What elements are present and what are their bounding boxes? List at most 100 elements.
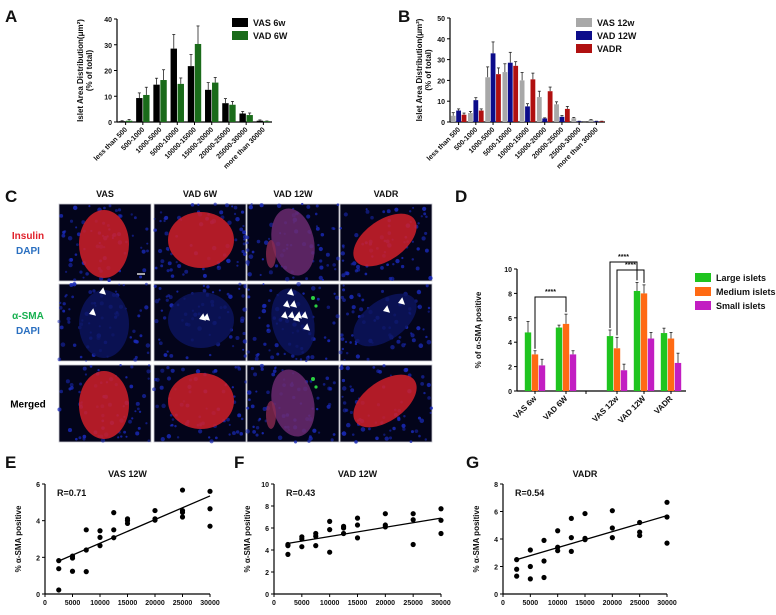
dapi-nucleus xyxy=(167,261,172,266)
dapi-nucleus xyxy=(270,355,275,360)
dapi-nucleus xyxy=(410,430,414,434)
dapi-nucleus xyxy=(242,348,245,351)
dapi-nucleus xyxy=(345,351,349,355)
dapi-nucleus xyxy=(69,257,74,262)
dapi-nucleus xyxy=(354,232,359,238)
dapi-nucleus xyxy=(315,204,319,208)
dapi-nucleus xyxy=(421,375,425,379)
dapi-nucleus xyxy=(365,209,370,214)
dapi-nucleus xyxy=(233,395,236,398)
micrograph-tile xyxy=(57,282,152,362)
dapi-nucleus xyxy=(145,227,149,231)
dapi-nucleus xyxy=(306,204,311,209)
row-label: Merged xyxy=(10,400,46,411)
dapi-nucleus xyxy=(240,417,244,421)
dapi-nucleus xyxy=(247,295,251,299)
bar xyxy=(559,116,565,122)
arrowhead-icon xyxy=(283,300,291,308)
y-tick-label: 6 xyxy=(508,316,512,323)
dapi-nucleus xyxy=(154,228,157,232)
chart-title: VAS 12W xyxy=(108,469,147,479)
data-point xyxy=(410,541,416,548)
data-point xyxy=(438,530,444,537)
dapi-nucleus xyxy=(190,203,195,207)
islet xyxy=(168,373,234,429)
dapi-nucleus xyxy=(130,213,133,216)
dapi-nucleus xyxy=(312,428,317,433)
dapi-nucleus xyxy=(426,339,432,345)
column-header: VAD 6W xyxy=(183,189,218,199)
dapi-nucleus xyxy=(247,288,250,291)
dapi-nucleus xyxy=(154,377,158,382)
dapi-nucleus xyxy=(351,334,354,337)
dapi-nucleus xyxy=(267,299,271,303)
dapi-nucleus xyxy=(64,270,68,273)
bar xyxy=(599,121,605,122)
dapi-nucleus xyxy=(97,369,100,372)
legend-label: Medium islets xyxy=(716,287,776,297)
dapi-nucleus xyxy=(392,262,395,266)
dapi-nucleus xyxy=(388,276,393,281)
dapi-nucleus xyxy=(429,411,432,414)
dapi-nucleus xyxy=(401,423,406,429)
bar xyxy=(468,113,473,122)
dapi-nucleus xyxy=(228,294,233,299)
dapi-nucleus xyxy=(213,202,217,206)
bar xyxy=(507,62,513,122)
dapi-nucleus xyxy=(299,358,303,361)
bar xyxy=(160,80,167,122)
dapi-nucleus xyxy=(245,248,250,252)
dapi-nucleus xyxy=(133,339,138,344)
x-tick-label: 25000 xyxy=(403,600,423,607)
dapi-nucleus xyxy=(119,363,122,367)
dapi-nucleus xyxy=(125,435,128,438)
dapi-nucleus xyxy=(310,355,315,360)
dapi-nucleus xyxy=(85,359,88,362)
dapi-nucleus xyxy=(71,295,75,299)
legend-swatch xyxy=(695,301,711,310)
data-point xyxy=(179,509,186,516)
x-tick-label: 10000 xyxy=(548,600,568,607)
panel-letter-F: F xyxy=(234,453,244,472)
dapi-nucleus xyxy=(176,436,180,439)
x-tick-label: 10000 xyxy=(90,600,110,607)
bar xyxy=(473,100,479,122)
micrograph-tile xyxy=(339,203,433,282)
data-point xyxy=(340,525,347,531)
dapi-nucleus xyxy=(349,410,354,415)
dapi-nucleus xyxy=(177,263,182,269)
dapi-nucleus xyxy=(228,335,233,339)
dapi-nucleus xyxy=(257,419,261,422)
data-point xyxy=(354,515,361,521)
dapi-nucleus xyxy=(323,336,327,339)
dapi-nucleus xyxy=(315,407,319,411)
y-tick-label: 4 xyxy=(508,340,512,347)
arrowhead-icon xyxy=(89,308,97,316)
bar xyxy=(194,43,202,122)
dapi-nucleus xyxy=(134,410,137,413)
dapi-nucleus xyxy=(67,235,73,241)
dapi-nucleus xyxy=(408,210,412,213)
dapi-nucleus xyxy=(236,264,239,267)
data-point xyxy=(207,488,213,494)
dapi-nucleus xyxy=(155,404,159,409)
data-point xyxy=(285,551,291,558)
dapi-nucleus xyxy=(72,282,77,287)
dapi-nucleus xyxy=(333,292,336,295)
dapi-nucleus xyxy=(165,298,169,302)
dapi-nucleus xyxy=(146,249,149,253)
dapi-nucleus xyxy=(160,259,165,264)
legend-swatch xyxy=(576,31,592,40)
data-point xyxy=(527,563,533,570)
dapi-nucleus xyxy=(159,385,164,390)
dapi-nucleus xyxy=(62,230,66,235)
data-point xyxy=(354,522,361,528)
dapi-nucleus xyxy=(74,253,78,256)
dapi-nucleus xyxy=(128,419,132,424)
dapi-nucleus xyxy=(164,231,169,236)
dapi-nucleus xyxy=(340,333,344,337)
dapi-nucleus xyxy=(64,295,67,298)
bar xyxy=(554,104,559,122)
dapi-nucleus xyxy=(139,334,143,338)
micrograph-tile xyxy=(57,363,152,443)
